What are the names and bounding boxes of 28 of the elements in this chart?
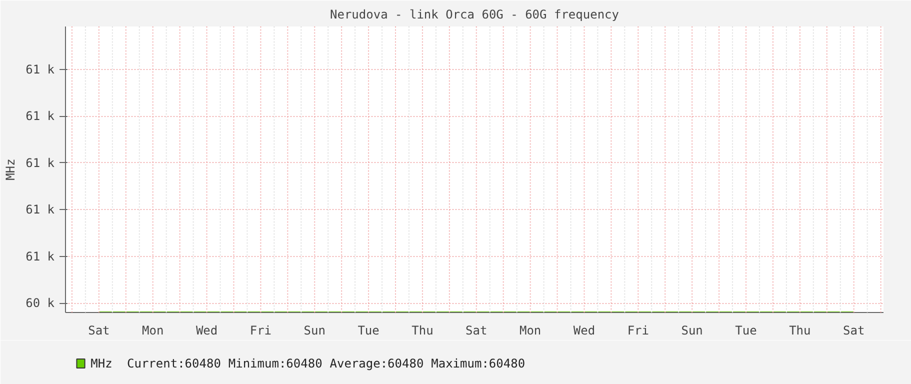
x-tick-label: Sun: [681, 324, 703, 338]
x-tick-label: Fri: [627, 324, 650, 338]
x-tick-label: Sat: [88, 324, 110, 338]
text: Current:60480: [127, 356, 221, 370]
y-tick-label: 61 k: [26, 62, 56, 76]
text: Maximum:60480: [431, 356, 526, 370]
y-tick-label: 61 k: [26, 249, 56, 264]
text: Minimum:60480: [228, 356, 322, 370]
x-tick-label: Mon: [519, 324, 542, 338]
x-tick-label: Sat: [466, 324, 488, 338]
chart-title: Nerudova - link Orca 60G - 60G frequency: [330, 8, 619, 22]
text: Average:60480: [330, 356, 424, 370]
x-tick-label: Wed: [573, 324, 596, 338]
x-tick-label: Fri: [250, 324, 272, 338]
y-tick-label: 61 k: [26, 156, 56, 170]
x-tick-label: Sat: [843, 324, 865, 338]
y-tick-label: 61 k: [26, 109, 56, 124]
x-tick-label: Tue: [735, 324, 757, 338]
x-tick-label: Tue: [358, 324, 380, 338]
x-tick-label: Sun: [304, 324, 326, 338]
y-tick-label: 60 k: [26, 296, 56, 310]
x-tick-label: Thu: [412, 324, 434, 338]
x-tick-label: Wed: [196, 324, 218, 338]
y-axis-title: MHz: [4, 158, 18, 180]
x-tick-label: Thu: [789, 324, 811, 338]
y-tick-label: 61 k: [26, 202, 56, 217]
legend-label: MHz: [90, 356, 112, 370]
x-tick-label: Mon: [142, 324, 164, 338]
